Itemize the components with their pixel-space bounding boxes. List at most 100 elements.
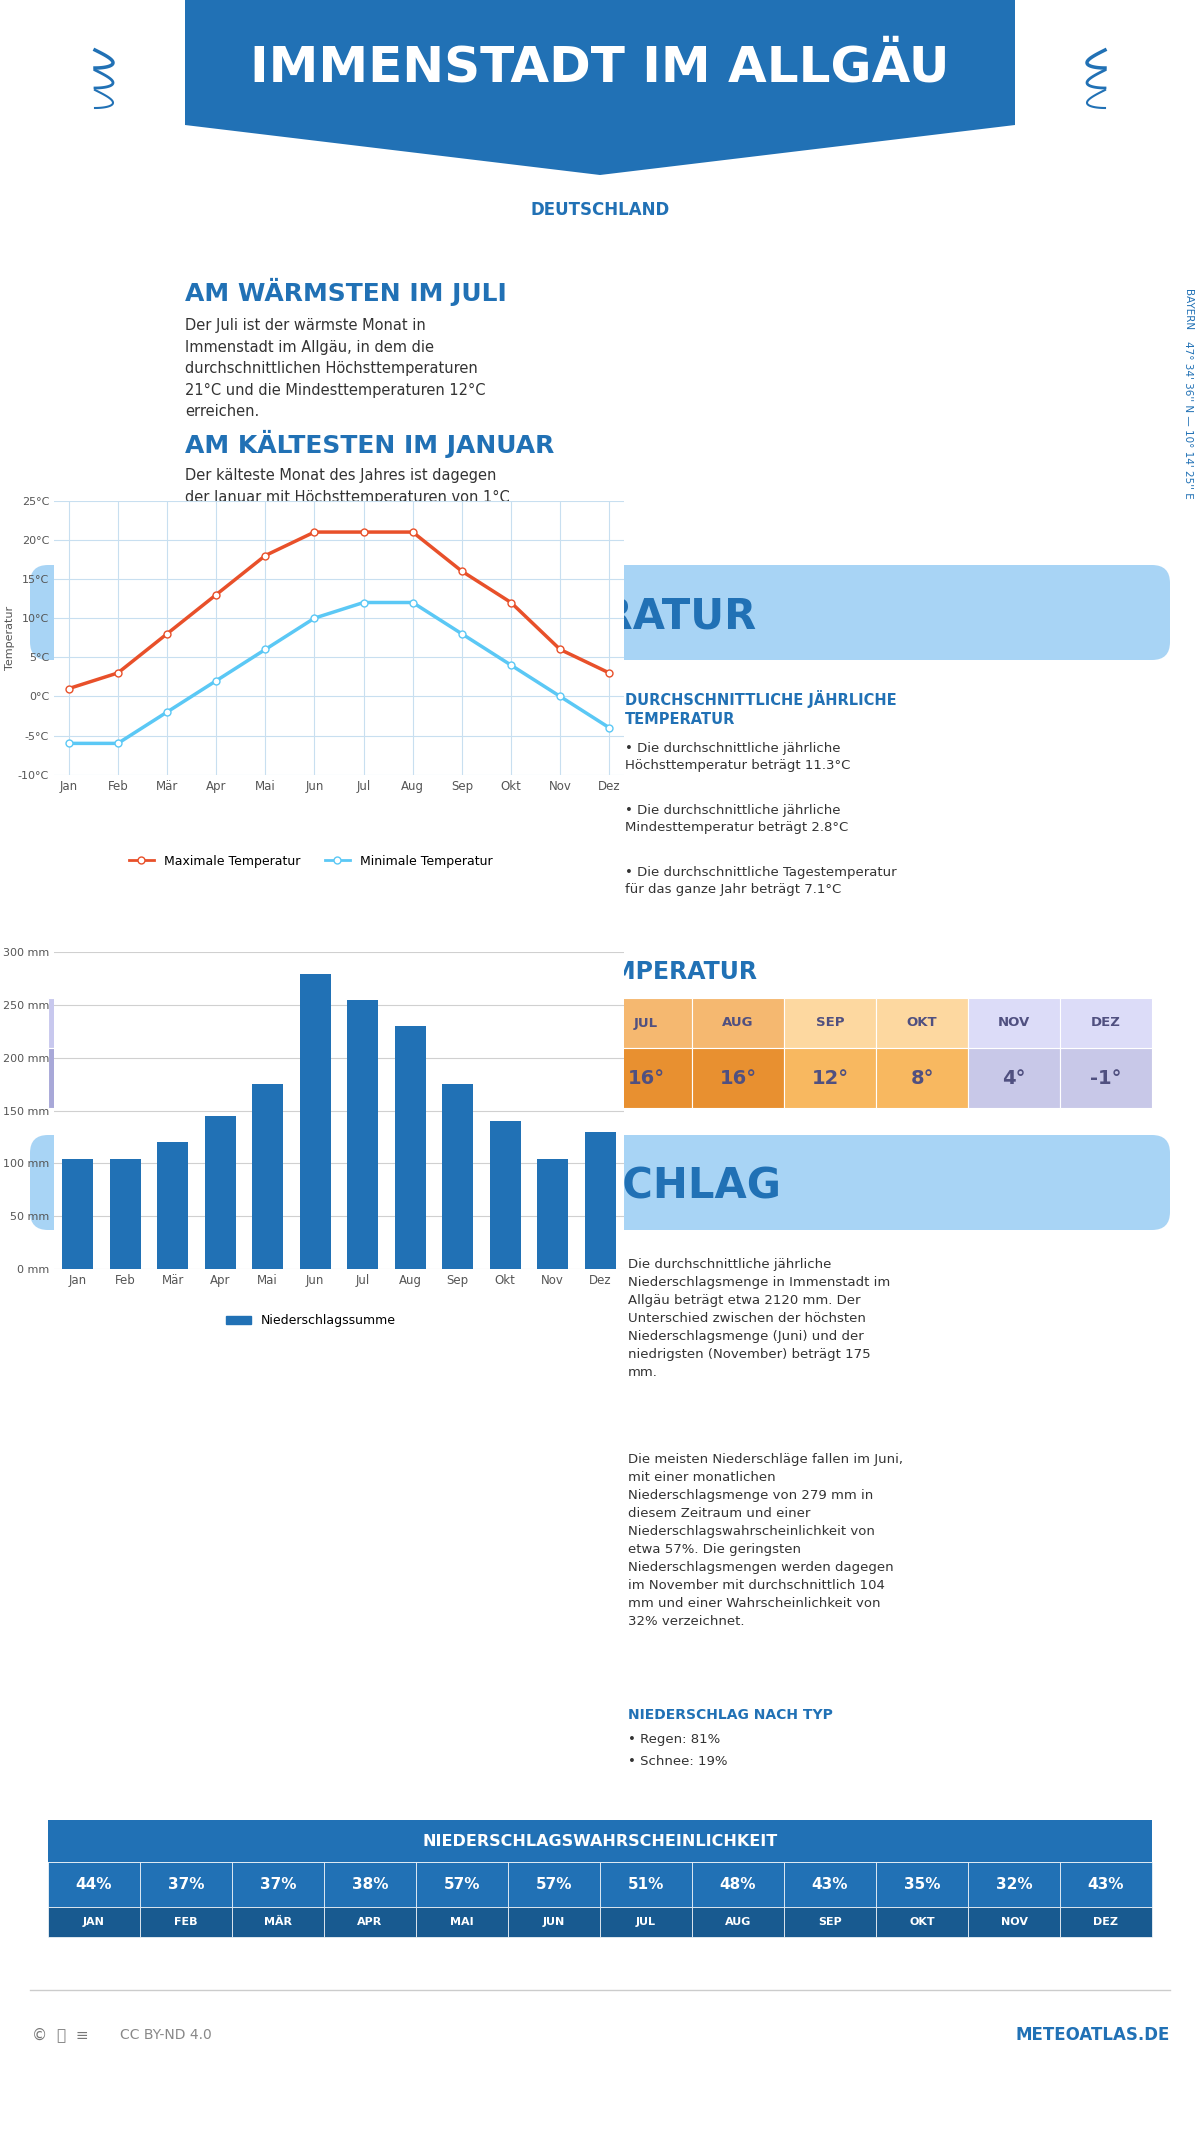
Text: TEMPERATUR: TEMPERATUR <box>443 595 757 638</box>
Text: -2°: -2° <box>170 1068 202 1087</box>
Text: BAYERN: BAYERN <box>1183 289 1193 330</box>
Text: OKT: OKT <box>907 1016 937 1029</box>
Text: SEP: SEP <box>818 1917 842 1926</box>
Text: JUN: JUN <box>541 1016 568 1029</box>
Bar <box>324 1862 416 1907</box>
Text: DEUTSCHLAND: DEUTSCHLAND <box>530 201 670 218</box>
Text: 43%: 43% <box>811 1877 848 1892</box>
Bar <box>416 1049 508 1109</box>
Text: METEOATLAS.DE: METEOATLAS.DE <box>1015 2027 1170 2044</box>
Legend: Maximale Temperatur, Minimale Temperatur: Maximale Temperatur, Minimale Temperatur <box>124 850 498 873</box>
Bar <box>508 1907 600 1937</box>
Text: • Schnee: 19%: • Schnee: 19% <box>628 1755 727 1768</box>
Bar <box>48 1049 140 1109</box>
Text: 44%: 44% <box>76 1877 113 1892</box>
Bar <box>140 1907 232 1937</box>
Bar <box>416 997 508 1049</box>
Bar <box>416 1907 508 1937</box>
Bar <box>48 1862 140 1907</box>
Bar <box>784 1907 876 1937</box>
Text: 10°: 10° <box>444 1068 480 1087</box>
Bar <box>876 1907 968 1937</box>
Text: MAI: MAI <box>448 1016 476 1029</box>
Bar <box>232 997 324 1049</box>
Text: • Die durchschnittliche Tagestemperatur
für das ganze Jahr beträgt 7.1°C: • Die durchschnittliche Tagestemperatur … <box>625 867 896 897</box>
Bar <box>600 997 692 1049</box>
Text: NIEDERSCHLAG NACH TYP: NIEDERSCHLAG NACH TYP <box>628 1708 833 1723</box>
Text: MÄR: MÄR <box>262 1016 295 1029</box>
Bar <box>968 1049 1060 1109</box>
Text: • Die durchschnittliche jährliche
Höchsttemperatur beträgt 11.3°C: • Die durchschnittliche jährliche Höchst… <box>625 743 851 773</box>
Bar <box>232 1049 324 1109</box>
Bar <box>538 1160 568 1269</box>
Text: -1°: -1° <box>1091 1068 1122 1087</box>
FancyBboxPatch shape <box>30 565 1170 659</box>
Bar <box>968 997 1060 1049</box>
Bar <box>48 1907 140 1937</box>
Bar <box>784 997 876 1049</box>
Text: 51%: 51% <box>628 1877 664 1892</box>
Text: JUL: JUL <box>636 1917 656 1926</box>
Text: 2°: 2° <box>266 1068 289 1087</box>
Text: JAN: JAN <box>80 1016 107 1029</box>
Y-axis label: Temperatur: Temperatur <box>5 606 16 670</box>
Bar <box>324 1049 416 1109</box>
Text: 38%: 38% <box>352 1877 389 1892</box>
Bar <box>347 999 378 1269</box>
Bar <box>110 1160 140 1269</box>
Text: 15°: 15° <box>535 1068 572 1087</box>
Bar <box>508 997 600 1049</box>
Text: 8°: 8° <box>911 1068 934 1087</box>
Bar <box>48 997 140 1049</box>
Text: NIEDERSCHLAG: NIEDERSCHLAG <box>419 1166 781 1207</box>
Text: IMMENSTADT IM ALLGÄU: IMMENSTADT IM ALLGÄU <box>251 45 949 92</box>
Bar <box>1060 997 1152 1049</box>
Bar <box>692 1862 784 1907</box>
Text: Die durchschnittliche jährliche
Niederschlagsmenge in Immenstadt im
Allgäu beträ: Die durchschnittliche jährliche Niedersc… <box>628 1258 890 1378</box>
Text: SEP: SEP <box>816 1016 845 1029</box>
Bar <box>205 1115 235 1269</box>
Bar <box>48 1819 1152 1862</box>
Text: -3°: -3° <box>78 1068 109 1087</box>
Bar <box>1060 1907 1152 1937</box>
Bar <box>1060 1049 1152 1109</box>
Bar <box>140 1049 232 1109</box>
Text: 32%: 32% <box>996 1877 1032 1892</box>
Text: TÄGLICHE TEMPERATUR: TÄGLICHE TEMPERATUR <box>443 961 757 984</box>
Bar <box>968 1907 1060 1937</box>
Text: NOV: NOV <box>1001 1917 1027 1926</box>
Bar <box>324 997 416 1049</box>
Bar <box>584 1132 616 1269</box>
Bar <box>395 1027 426 1269</box>
Bar <box>232 1862 324 1907</box>
Text: NOV: NOV <box>998 1016 1030 1029</box>
Text: 4°: 4° <box>1002 1068 1026 1087</box>
Text: 48%: 48% <box>720 1877 756 1892</box>
Text: 37%: 37% <box>259 1877 296 1892</box>
Bar <box>784 1862 876 1907</box>
Polygon shape <box>185 0 1015 175</box>
Bar <box>600 1907 692 1937</box>
Text: AM KÄLTESTEN IM JANUAR: AM KÄLTESTEN IM JANUAR <box>185 430 554 458</box>
Text: Die meisten Niederschläge fallen im Juni,
mit einer monatlichen
Niederschlagsmen: Die meisten Niederschläge fallen im Juni… <box>628 1453 904 1629</box>
Text: • Die durchschnittliche jährliche
Mindesttemperatur beträgt 2.8°C: • Die durchschnittliche jährliche Mindes… <box>625 805 848 835</box>
Bar <box>692 1907 784 1937</box>
Bar <box>876 1862 968 1907</box>
Bar <box>140 1862 232 1907</box>
Bar <box>443 1085 473 1269</box>
Text: OKT: OKT <box>910 1917 935 1926</box>
Text: FEB: FEB <box>174 1917 198 1926</box>
Bar <box>324 1907 416 1937</box>
Bar <box>1060 1862 1152 1907</box>
Text: Der kälteste Monat des Jahres ist dagegen
der Januar mit Höchsttemperaturen von : Der kälteste Monat des Jahres ist dagege… <box>185 469 510 526</box>
Bar <box>508 1049 600 1109</box>
Text: MÄR: MÄR <box>264 1917 292 1926</box>
Text: APR: APR <box>358 1917 383 1926</box>
Text: JUL: JUL <box>634 1016 658 1029</box>
Text: Der Juli ist der wärmste Monat in
Immenstadt im Allgäu, in dem die
durchschnittl: Der Juli ist der wärmste Monat in Immens… <box>185 319 486 419</box>
Legend: Niederschlagssumme: Niederschlagssumme <box>221 1310 401 1333</box>
Text: 7°: 7° <box>359 1068 382 1087</box>
Text: APR: APR <box>355 1016 385 1029</box>
Text: CC BY-ND 4.0: CC BY-ND 4.0 <box>120 2029 211 2042</box>
Text: DEZ: DEZ <box>1093 1917 1118 1926</box>
